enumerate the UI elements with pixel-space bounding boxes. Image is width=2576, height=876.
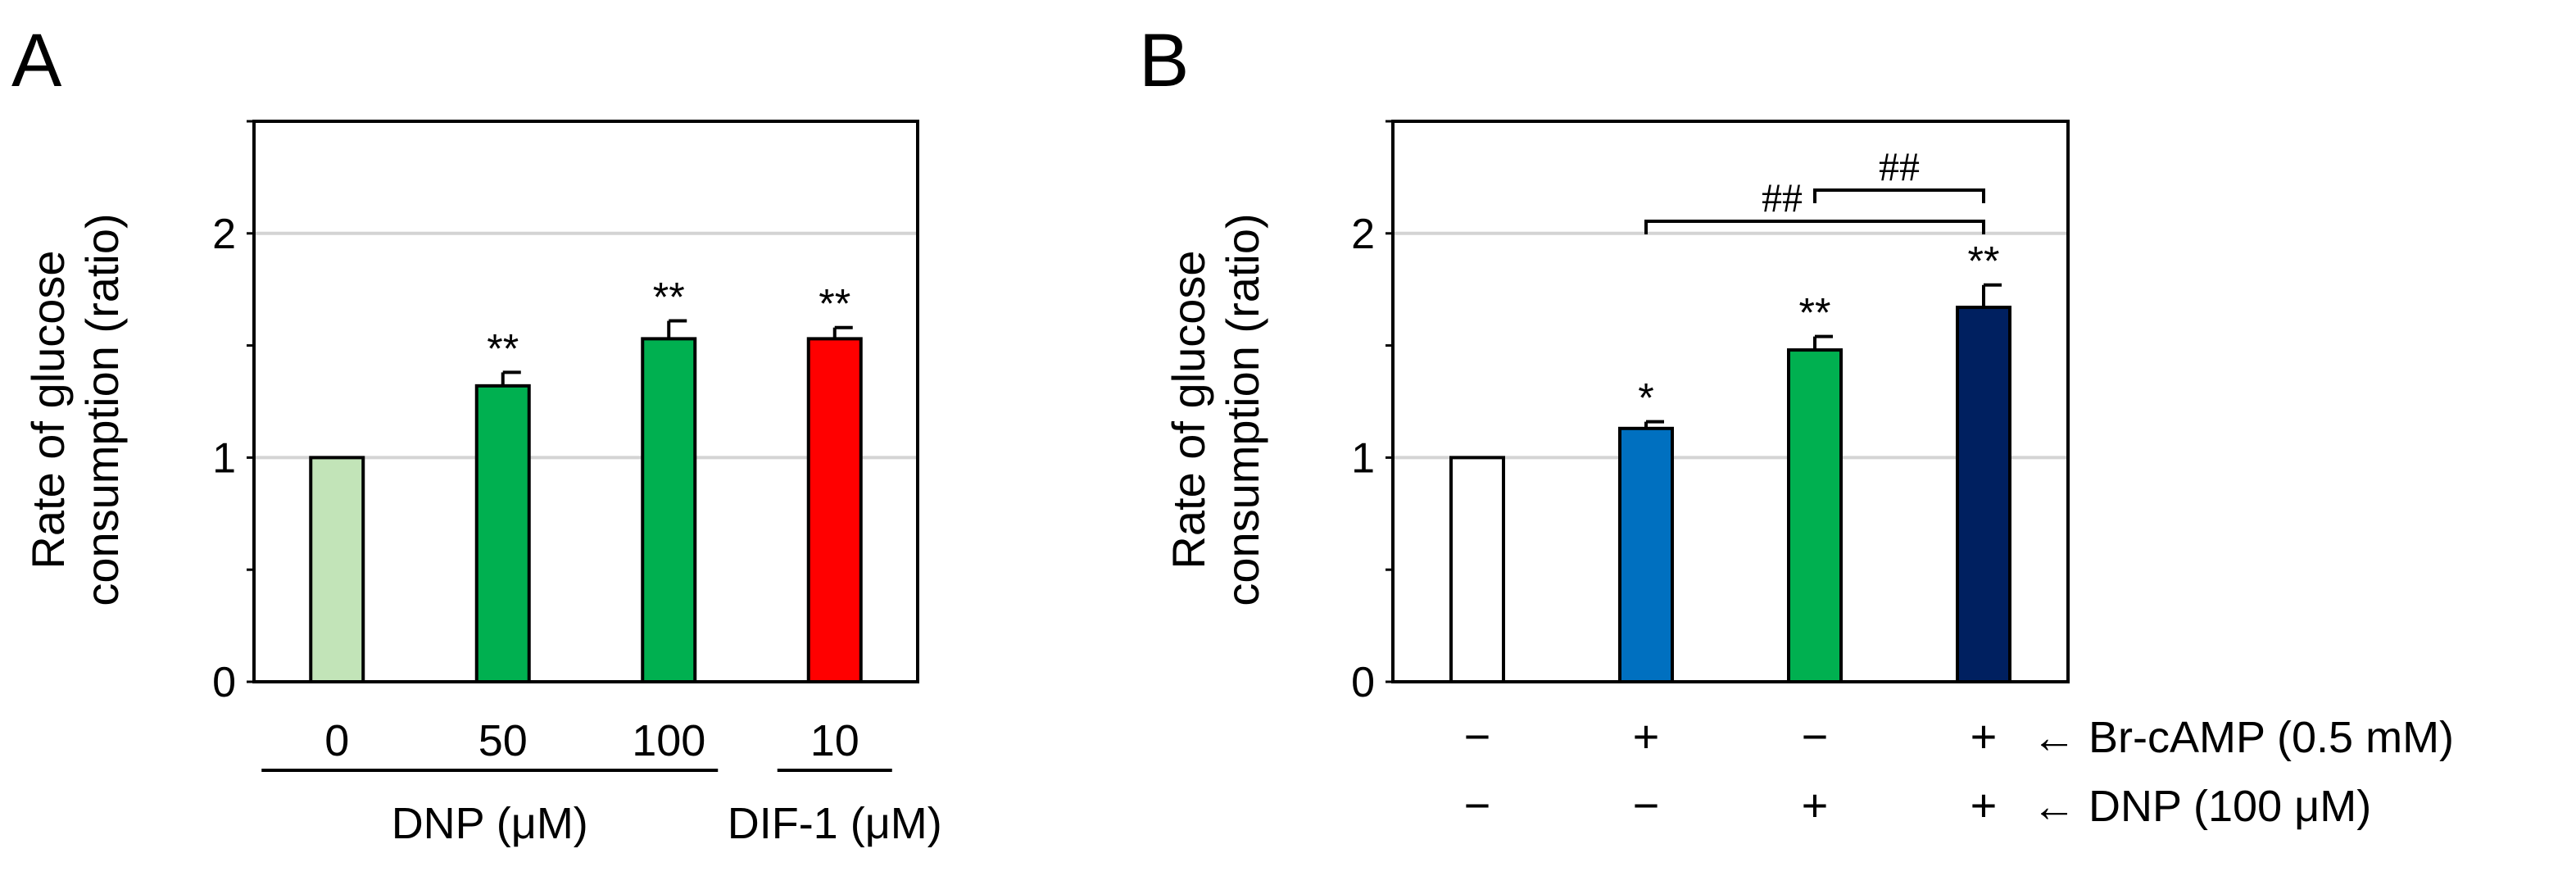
panel-a-group-label-1: DIF-1 (μM) — [728, 799, 942, 848]
panel-a-significance-1: ** — [487, 325, 519, 371]
panel-b-condition-0-sign-1: + — [1633, 710, 1660, 762]
panel-b-y-axis-label-line-2: consumption (ratio) — [1217, 213, 1268, 606]
panel-b-y-axis-label-line-1: Rate of glucose — [1163, 250, 1214, 569]
panel-a-bar-3 — [806, 337, 863, 683]
panel-b-bracket-label-1: ## — [1879, 143, 1920, 189]
panel-b-bar-2 — [1787, 348, 1843, 683]
panel-b-condition-1-sign-3: + — [1971, 779, 1998, 831]
panel-a-x-tick-label-2: 100 — [632, 716, 705, 765]
panel-b-bar-3 — [1956, 306, 2011, 683]
panel-b-condition-1-sign-0: − — [1464, 779, 1491, 831]
panel-b-condition-0-sign-2: − — [1802, 710, 1829, 762]
panel-label-a: A — [11, 19, 62, 102]
panel-b-condition-0-sign-0: − — [1464, 710, 1491, 762]
panel-a-significance-2: ** — [653, 275, 685, 320]
panel-b-condition-label-0: ← Br-cAMP (0.5 mM) — [2032, 713, 2454, 762]
panel-a-group-label-0: DNP (μM) — [392, 799, 588, 848]
panel-b-significance-1: * — [1638, 375, 1653, 421]
panel-b-y-tick-label-2: 2 — [1351, 211, 1375, 258]
panel-a-significance-3: ** — [819, 281, 850, 327]
panel-a-y-axis-label-line-2: consumption (ratio) — [76, 213, 128, 606]
panel-b-y-tick-label-1: 1 — [1351, 434, 1375, 482]
panel-b-significance-2: ** — [1799, 290, 1831, 336]
panel-label-b: B — [1139, 19, 1189, 102]
panel-b-plot-frame — [1391, 120, 2070, 683]
panel-b-condition-1-sign-1: − — [1633, 779, 1660, 831]
panel-a-bar-0 — [309, 456, 365, 684]
panel-a-x-tick-label-0: 0 — [324, 716, 349, 765]
panel-a-y-tick-label-0: 0 — [212, 659, 236, 706]
panel-a-y-tick-label-1: 1 — [212, 434, 236, 482]
panel-b-y-tick-label-0: 0 — [1351, 659, 1375, 706]
panel-b-condition-0-sign-3: + — [1971, 710, 1998, 762]
panel-b-bar-1 — [1618, 426, 1674, 683]
panel-b-bracket-label-0: ## — [1762, 175, 1803, 220]
panel-a-bar-1 — [474, 384, 531, 683]
panel-a-chart: 0 1 2 Rate of glucose consumption (ratio) ** *… — [22, 120, 942, 848]
panel-a-x-tick-label-1: 50 — [478, 716, 528, 765]
panel-a-x-tick-label-3: 10 — [810, 716, 859, 765]
panel-b-bracket-0 — [1644, 220, 1985, 234]
panel-a-y-tick-label-2: 2 — [212, 211, 236, 258]
panel-b-bar-0 — [1449, 456, 1505, 684]
panel-b-bracket-1 — [1813, 188, 1985, 203]
panel-a-plot-frame — [252, 120, 919, 683]
panel-b-condition-1-sign-2: + — [1802, 779, 1829, 831]
panel-a-bar-2 — [641, 337, 697, 683]
panel-a-y-axis-label-line-1: Rate of glucose — [22, 250, 74, 569]
panel-b-condition-label-1: ← DNP (100 μM) — [2032, 782, 2371, 831]
panel-b-significance-3: ** — [1968, 238, 2000, 284]
